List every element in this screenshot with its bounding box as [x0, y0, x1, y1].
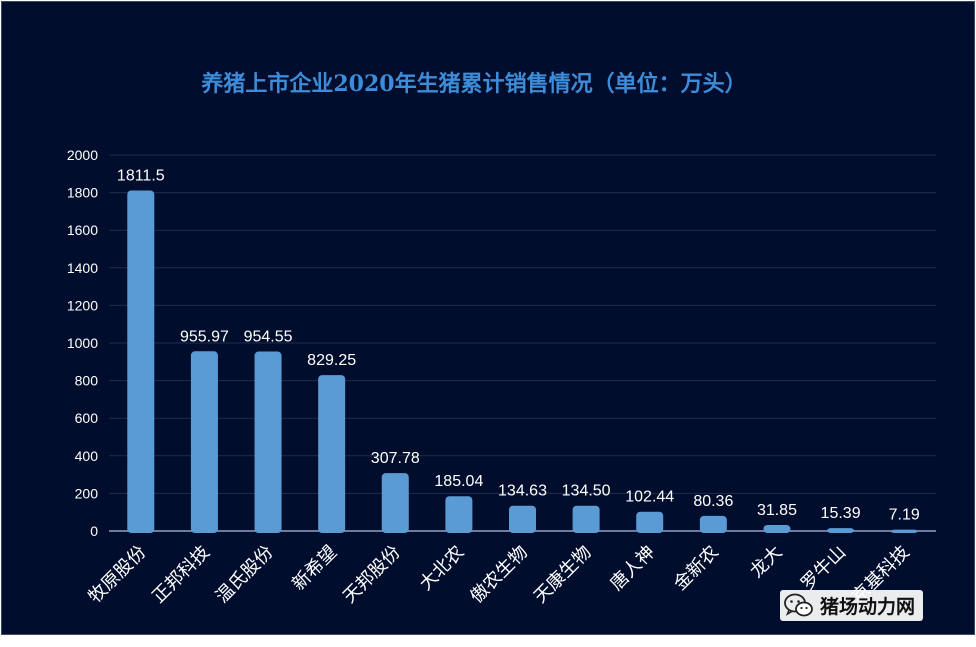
data-label: 954.55: [244, 329, 293, 346]
data-label: 1811.5: [117, 167, 165, 184]
y-tick-label: 800: [75, 373, 99, 389]
x-tick-label: 牧原股份: [85, 542, 151, 608]
x-tick-label: 天邦股份: [339, 542, 405, 608]
data-label: 829.25: [307, 352, 356, 369]
x-tick-label: 罗牛山: [797, 542, 850, 595]
bar: [572, 505, 600, 533]
bar: [254, 351, 282, 533]
bar: [763, 525, 791, 533]
data-label: 102.44: [625, 489, 674, 506]
chart-title: 养猪上市企业2020年生猪累计销售情况（单位：万头）: [200, 71, 746, 97]
bar: [827, 528, 855, 533]
bar: [318, 375, 346, 533]
watermark-text: 猪场动力网: [820, 596, 916, 618]
y-tick-label: 1000: [67, 335, 98, 351]
gridlines: [109, 154, 936, 532]
bar-chart: 养猪上市企业2020年生猪累计销售情况（单位：万头） 0 200 400 600 800…: [67, 71, 936, 608]
y-tick-label: 400: [75, 448, 99, 464]
x-tick-label: 温氏股份: [212, 542, 278, 608]
bar: [890, 529, 918, 533]
data-label: 134.50: [562, 483, 611, 500]
bar: [445, 496, 473, 533]
x-tick-label: 大北农: [415, 542, 468, 595]
y-tick-label: 600: [75, 410, 99, 426]
data-label: 307.78: [371, 450, 420, 467]
y-tick-label: 1800: [67, 185, 98, 201]
data-label: 31.85: [757, 502, 797, 519]
x-tick-label: 龙大: [746, 542, 786, 582]
y-tick-label: 200: [75, 485, 99, 501]
y-tick-label: 1200: [67, 297, 98, 313]
x-tick-label: 天康生物: [530, 542, 596, 608]
y-tick-label: 1400: [67, 260, 98, 276]
x-tick-label: 傲农生物: [466, 542, 532, 608]
bar: [190, 351, 218, 533]
x-tick-label: 唐人神: [606, 542, 659, 595]
bar: [509, 505, 536, 533]
bar: [381, 473, 409, 533]
data-label: 15.39: [821, 505, 861, 522]
data-label: 80.36: [693, 493, 733, 510]
y-tick-label: 1600: [67, 222, 98, 238]
data-label: 7.19: [889, 507, 920, 524]
data-labels: 1811.5 955.97 954.55 829.25 307.78 185.04 134.…: [117, 167, 920, 523]
chart-frame: 养猪上市企业2020年生猪累计销售情况（单位：万头） 0 200 400 600 800…: [1, 1, 975, 635]
bar: [636, 511, 664, 533]
x-tick-label: 金新农: [670, 542, 723, 595]
y-tick-label: 0: [90, 523, 98, 539]
watermark: 猪场动力网: [780, 590, 924, 621]
data-label: 134.63: [498, 483, 547, 500]
bars: [127, 190, 918, 534]
bar: [127, 190, 155, 534]
x-tick-label: 正邦科技: [148, 542, 214, 608]
wechat-icon: [784, 593, 813, 616]
x-tick-label: 新希望: [288, 542, 341, 595]
data-label: 955.97: [180, 328, 229, 345]
y-tick-label: 2000: [67, 147, 98, 163]
data-label: 185.04: [434, 473, 483, 490]
y-axis-ticks: 0 200 400 600 800 1000 1200 1400 1600 1800 2000: [67, 147, 98, 539]
bar: [699, 515, 727, 533]
